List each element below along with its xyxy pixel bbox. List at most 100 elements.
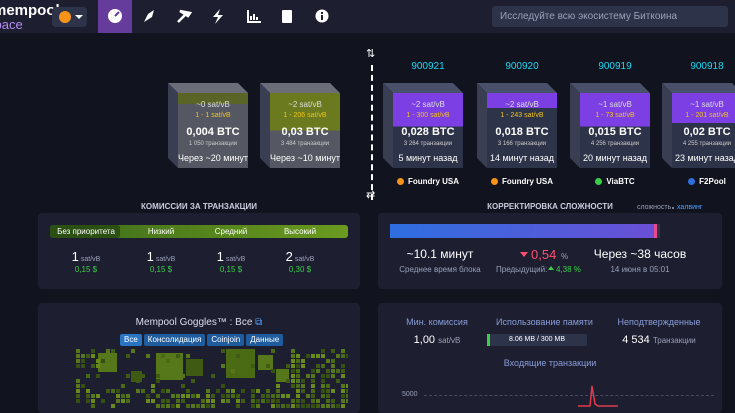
tx-square[interactable] bbox=[91, 404, 95, 408]
tx-square[interactable] bbox=[266, 389, 270, 393]
block[interactable]: ~1 sat/vB 1 - 73 sat/vB 0,015 BTC 4 256 тра… bbox=[570, 83, 650, 173]
tx-square[interactable] bbox=[261, 394, 265, 398]
tx-square[interactable] bbox=[331, 349, 335, 353]
tx-square[interactable] bbox=[331, 389, 335, 393]
tx-square[interactable] bbox=[331, 404, 335, 408]
tx-square[interactable] bbox=[191, 404, 195, 408]
tx-square[interactable] bbox=[106, 349, 110, 353]
tx-square[interactable] bbox=[276, 404, 280, 408]
block[interactable]: ~2 sat/vB 1 - 243 sat/vB 0,018 BTC 3 166 тр… bbox=[477, 83, 557, 173]
goggles-tab[interactable]: Все bbox=[120, 334, 142, 346]
tx-square[interactable] bbox=[141, 389, 145, 393]
tx-square[interactable] bbox=[91, 394, 95, 398]
tx-square[interactable] bbox=[81, 354, 85, 358]
tx-square[interactable] bbox=[311, 354, 315, 358]
goggles-tab[interactable]: Данные bbox=[246, 334, 284, 346]
tx-square[interactable] bbox=[186, 389, 190, 393]
tx-square[interactable] bbox=[251, 394, 255, 398]
nav-dashboard[interactable] bbox=[98, 0, 132, 33]
tx-square[interactable] bbox=[161, 404, 165, 408]
tx-square[interactable] bbox=[221, 384, 225, 388]
tx-square[interactable] bbox=[276, 389, 280, 393]
tx-square[interactable] bbox=[341, 349, 345, 353]
tx-square[interactable] bbox=[306, 394, 310, 398]
tx-square[interactable] bbox=[311, 394, 315, 398]
tx-square[interactable] bbox=[191, 394, 195, 398]
swap-icon[interactable]: ⇅ bbox=[366, 48, 376, 60]
tx-square[interactable] bbox=[126, 374, 130, 378]
tx-square[interactable] bbox=[296, 364, 300, 368]
tx-square[interactable] bbox=[296, 384, 300, 388]
tx-square[interactable] bbox=[286, 364, 290, 368]
tx-square[interactable] bbox=[281, 394, 285, 398]
tx-square[interactable] bbox=[166, 404, 170, 408]
tx-square[interactable] bbox=[231, 389, 235, 393]
goggles-tab[interactable]: Консолидация bbox=[143, 334, 206, 346]
tx-square[interactable] bbox=[86, 354, 90, 358]
tx-square[interactable] bbox=[286, 394, 290, 398]
tx-square[interactable] bbox=[166, 359, 170, 363]
tx-square[interactable] bbox=[196, 404, 200, 408]
tx-square[interactable] bbox=[301, 404, 305, 408]
tx-square[interactable] bbox=[311, 404, 315, 408]
tx-square[interactable] bbox=[271, 349, 275, 353]
tx-square[interactable] bbox=[331, 364, 335, 368]
tx-square[interactable] bbox=[291, 374, 295, 378]
tx-square[interactable] bbox=[326, 374, 330, 378]
tx-square[interactable] bbox=[121, 384, 125, 388]
tx-square[interactable] bbox=[286, 404, 290, 408]
tx-square[interactable] bbox=[291, 349, 295, 353]
tx-square[interactable] bbox=[331, 359, 335, 363]
tx-square[interactable] bbox=[76, 379, 80, 383]
tx-square[interactable] bbox=[311, 374, 315, 378]
tx-square[interactable] bbox=[291, 379, 295, 383]
tx-square[interactable] bbox=[306, 374, 310, 378]
tx-square[interactable] bbox=[186, 394, 190, 398]
tx-square[interactable] bbox=[221, 364, 225, 368]
tx-square[interactable] bbox=[296, 354, 300, 358]
toggle-halving[interactable]: халвинг bbox=[677, 204, 703, 211]
tx-square[interactable] bbox=[191, 379, 195, 383]
tx-square[interactable] bbox=[211, 374, 215, 378]
tx-square[interactable] bbox=[156, 374, 160, 378]
tx-square[interactable] bbox=[341, 374, 345, 378]
tx-square[interactable] bbox=[316, 364, 320, 368]
tx-square[interactable] bbox=[231, 394, 235, 398]
tx-square[interactable] bbox=[186, 404, 190, 408]
tx-square[interactable] bbox=[301, 364, 305, 368]
tx-square[interactable] bbox=[176, 354, 180, 358]
tx-square[interactable] bbox=[311, 369, 315, 373]
tx-square[interactable] bbox=[206, 394, 210, 398]
tx-square[interactable] bbox=[156, 394, 160, 398]
tx-square[interactable] bbox=[151, 389, 155, 393]
tx-square[interactable] bbox=[276, 384, 280, 388]
tx-square[interactable] bbox=[136, 379, 140, 383]
tx-square[interactable] bbox=[186, 359, 203, 376]
tx-square[interactable] bbox=[201, 404, 205, 408]
tx-square[interactable] bbox=[76, 394, 80, 398]
tx-square[interactable] bbox=[236, 394, 240, 398]
tx-square[interactable] bbox=[151, 384, 155, 388]
network-selector[interactable] bbox=[52, 7, 87, 27]
tx-square[interactable] bbox=[136, 389, 140, 393]
tx-square[interactable] bbox=[316, 369, 320, 373]
tx-square[interactable] bbox=[346, 354, 348, 358]
block[interactable]: ~1 sat/vB 1 - 201 sat/vB 0,02 BTC 4 255 тра… bbox=[662, 83, 735, 173]
tx-square[interactable] bbox=[236, 404, 240, 408]
tx-square[interactable] bbox=[266, 364, 270, 368]
tx-square[interactable] bbox=[176, 404, 180, 408]
tx-square[interactable] bbox=[271, 404, 275, 408]
tx-square[interactable] bbox=[316, 354, 320, 358]
tx-square[interactable] bbox=[326, 394, 330, 398]
tx-square[interactable] bbox=[336, 379, 340, 383]
tx-square[interactable] bbox=[96, 394, 100, 398]
tx-square[interactable] bbox=[321, 349, 325, 353]
tx-square[interactable] bbox=[321, 394, 325, 398]
tx-square[interactable] bbox=[236, 369, 240, 373]
tx-square[interactable] bbox=[251, 364, 255, 368]
tx-square[interactable] bbox=[301, 389, 305, 393]
tx-square[interactable] bbox=[291, 384, 295, 388]
tx-square[interactable] bbox=[181, 394, 185, 398]
tx-square[interactable] bbox=[131, 349, 135, 353]
tx-square[interactable] bbox=[336, 404, 340, 408]
